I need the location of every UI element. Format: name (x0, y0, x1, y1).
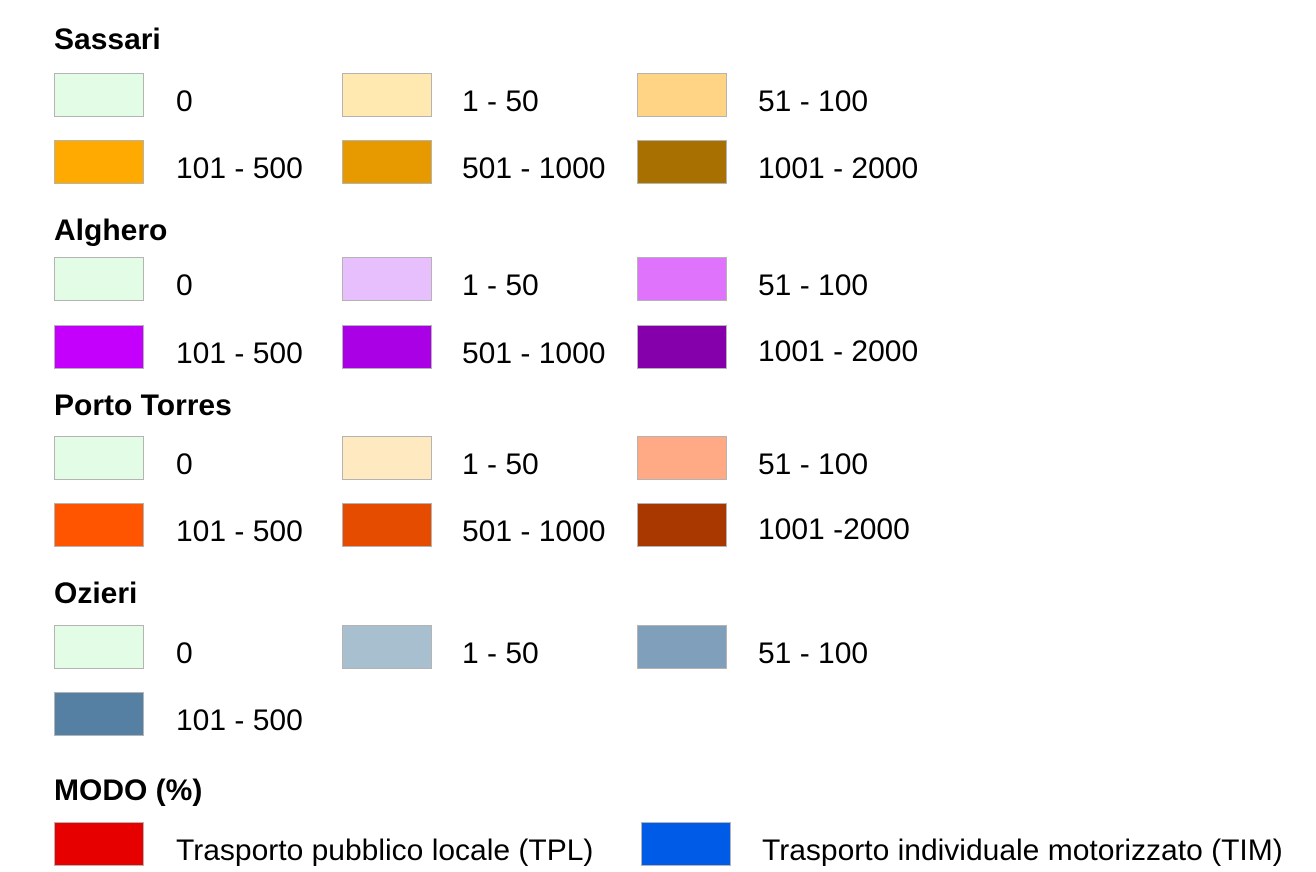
legend-swatch (54, 257, 144, 301)
legend-section-title: Porto Torres (54, 389, 232, 422)
legend-label: 51 - 100 (758, 85, 869, 118)
legend-label: 0 (176, 448, 193, 481)
legend-label: 501 - 1000 (462, 337, 606, 370)
legend-swatch (342, 436, 432, 480)
legend-label: 101 - 500 (176, 515, 303, 548)
legend-label: Trasporto individuale motorizzato (TIM) (762, 834, 1283, 867)
legend-label: 51 - 100 (758, 448, 869, 481)
legend-label: 1001 - 2000 (758, 335, 919, 368)
legend-swatch (637, 73, 727, 117)
legend-swatch (637, 625, 727, 669)
legend-swatch (637, 257, 727, 301)
legend-label: 1 - 50 (462, 85, 539, 118)
legend-swatch (637, 325, 727, 369)
legend-label: 501 - 1000 (462, 515, 606, 548)
legend-swatch (54, 140, 144, 184)
legend-label: 1001 -2000 (758, 513, 910, 546)
legend-swatch (54, 73, 144, 117)
legend-swatch (637, 436, 727, 480)
legend-swatch (54, 822, 144, 866)
legend-swatch (54, 625, 144, 669)
legend-section-title: Alghero (54, 214, 168, 247)
legend-swatch (342, 257, 432, 301)
legend-label: 1 - 50 (462, 448, 539, 481)
legend-swatch (54, 503, 144, 547)
legend-label: 51 - 100 (758, 269, 869, 302)
legend-label: 101 - 500 (176, 704, 303, 737)
legend-section-title: Ozieri (54, 577, 138, 610)
legend-label: 1001 - 2000 (758, 152, 919, 185)
legend-label: 1 - 50 (462, 269, 539, 302)
legend-swatch (54, 325, 144, 369)
legend-label: 51 - 100 (758, 637, 869, 670)
legend-swatch (637, 503, 727, 547)
legend-swatch (637, 140, 727, 184)
legend-label: 101 - 500 (176, 152, 303, 185)
legend-swatch (54, 436, 144, 480)
legend-label: 501 - 1000 (462, 152, 606, 185)
legend-swatch (641, 822, 731, 866)
legend-label: Trasporto pubblico locale (TPL) (176, 834, 594, 867)
legend-label: 0 (176, 85, 193, 118)
legend-section-title: MODO (%) (54, 774, 203, 807)
legend-swatch (342, 325, 432, 369)
legend-swatch (342, 625, 432, 669)
legend-label: 101 - 500 (176, 337, 303, 370)
legend-swatch (342, 140, 432, 184)
legend-label: 0 (176, 637, 193, 670)
legend-swatch (342, 73, 432, 117)
legend-swatch (342, 503, 432, 547)
legend-section-title: Sassari (54, 23, 161, 56)
legend-swatch (54, 692, 144, 736)
legend-label: 0 (176, 269, 193, 302)
legend-label: 1 - 50 (462, 637, 539, 670)
